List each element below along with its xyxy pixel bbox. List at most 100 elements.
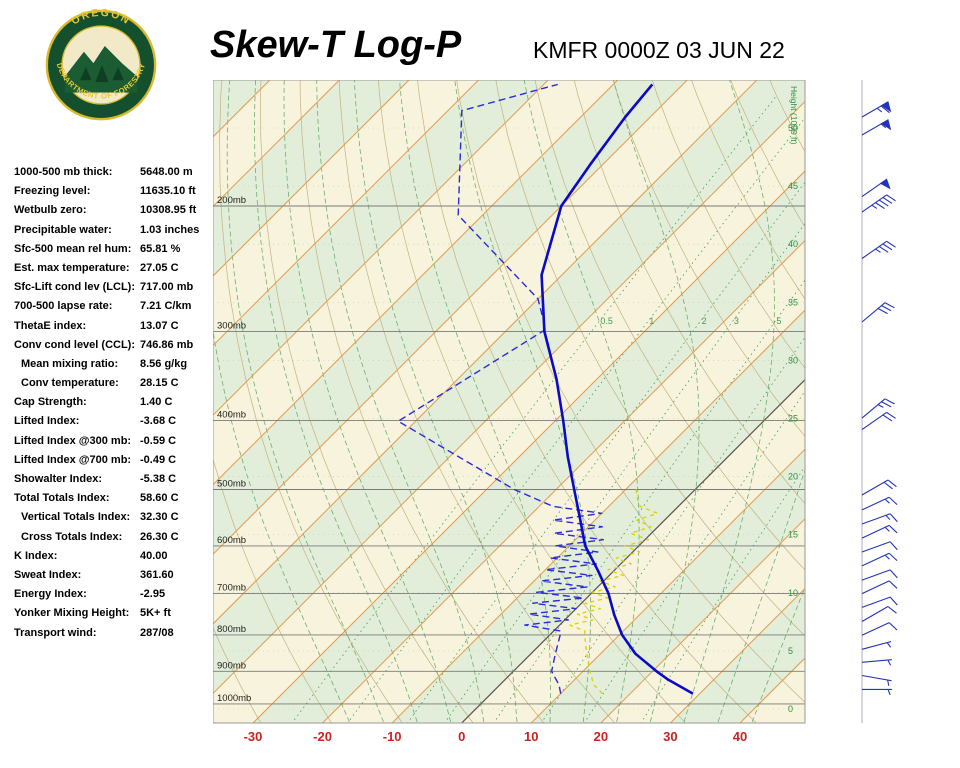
stat-value: 13.07 C <box>140 319 179 332</box>
stat-label: Lifted Index: <box>14 415 80 428</box>
svg-text:-30: -30 <box>244 729 263 744</box>
wind-barb <box>861 101 892 118</box>
sounding-stats-panel: 1000-500 mb thick: 5648.00 m Freezing leve… <box>14 166 214 646</box>
stat-row: Total Totals Index: 58.60 C <box>14 492 214 511</box>
station-datetime-label: KMFR 0000Z 03 JUN 22 <box>533 37 785 63</box>
pressure-labels: 200mb 300mb 400mb 500mb 600mb 700mb 800mb 900mb… <box>217 195 251 704</box>
logo-tree-icon <box>95 65 109 83</box>
svg-text:2: 2 <box>702 316 707 326</box>
stat-value: -0.49 C <box>140 453 177 466</box>
stat-value: 27.05 C <box>140 261 179 274</box>
wind-barb <box>861 524 898 539</box>
stat-value: -3.68 C <box>140 415 177 428</box>
stat-row: 1000-500 mb thick: 5648.00 m <box>14 166 214 185</box>
stat-label: Yonker Mixing Height: <box>14 607 130 620</box>
stat-value: 5K+ ft <box>140 607 171 620</box>
page-title: Skew-T Log-P <box>210 24 462 66</box>
svg-text:0.5: 0.5 <box>600 316 613 326</box>
wind-barb <box>861 569 898 581</box>
stat-row: Freezing level: 11635.10 ft <box>14 185 214 204</box>
stat-label: 1000-500 mb thick: <box>14 166 113 178</box>
wind-barb <box>861 580 898 595</box>
stat-value: 32.30 C <box>140 511 179 524</box>
wind-barb <box>861 541 898 553</box>
chart-border <box>213 80 806 724</box>
stat-value: -0.59 C <box>140 434 177 447</box>
stat-row: Conv temperature: 28.15 C <box>14 377 214 396</box>
stat-value: 1.40 C <box>140 396 173 409</box>
stat-row: Transport wind: 287/08 <box>14 627 214 646</box>
stat-value: 11635.10 ft <box>140 185 196 198</box>
dry-adiabats <box>213 80 805 723</box>
wind-barb <box>861 674 892 686</box>
svg-text:800mb: 800mb <box>217 624 246 635</box>
stat-label: Lifted Index @700 mb: <box>14 453 132 466</box>
mixing-ratio-lines <box>291 95 805 723</box>
svg-text:20: 20 <box>594 729 608 744</box>
stat-row: Yonker Mixing Height: 5K+ ft <box>14 607 214 626</box>
wind-barb <box>861 240 896 259</box>
logo-mountains <box>64 46 138 77</box>
svg-text:0: 0 <box>788 704 793 714</box>
svg-text:-20: -20 <box>313 729 332 744</box>
isotherms <box>213 80 805 723</box>
stat-label: Sfc-500 mean rel hum: <box>14 242 132 255</box>
stat-label: Vertical Totals Index: <box>21 511 131 524</box>
stat-label: Transport wind: <box>14 626 97 639</box>
stat-row: Sweat Index: 361.60 <box>14 569 214 588</box>
stat-value: 287/08 <box>140 626 174 639</box>
stat-row: K Index: 40.00 <box>14 550 214 569</box>
moist-adiabats <box>213 80 805 723</box>
stat-row: Vertical Totals Index: 32.30 C <box>14 511 214 530</box>
stat-label: Energy Index: <box>14 588 87 601</box>
svg-text:3: 3 <box>734 316 739 326</box>
wind-barb <box>861 606 897 622</box>
stat-value: 8.56 g/kg <box>140 357 188 370</box>
svg-text:25: 25 <box>788 414 798 424</box>
dewpoint-profile-line <box>397 83 604 694</box>
svg-text:15: 15 <box>788 530 798 540</box>
stat-label: Freezing level: <box>14 185 91 198</box>
svg-text:600mb: 600mb <box>217 535 246 546</box>
stat-row: Cross Totals Index: 26.30 C <box>14 531 214 550</box>
stat-row: Lifted Index @300 mb: -0.59 C <box>14 435 214 454</box>
stat-label: Cross Totals Index: <box>21 530 123 543</box>
svg-text:10: 10 <box>788 588 798 598</box>
wind-barb <box>861 659 892 666</box>
svg-text:500mb: 500mb <box>217 479 246 490</box>
stat-row: Lifted Index @700 mb: -0.49 C <box>14 454 214 473</box>
plot-area: 0.5 1 2 3 5 <box>213 80 805 723</box>
stat-value: -5.38 C <box>140 473 177 485</box>
stat-row: Mean mixing ratio: 8.56 g/kg <box>14 358 214 377</box>
stat-label: Showalter Index: <box>14 473 103 485</box>
stat-row: ThetaE index: 13.07 C <box>14 320 214 339</box>
wind-barb <box>861 194 896 213</box>
svg-text:40: 40 <box>733 729 747 744</box>
wind-barb <box>861 411 896 431</box>
wind-barb <box>861 513 898 525</box>
logo-tree-icon <box>80 66 92 81</box>
stat-label: K Index: <box>14 549 58 562</box>
stat-value: 65.81 % <box>140 242 181 255</box>
stat-value: 361.60 <box>140 568 174 581</box>
svg-text:1: 1 <box>649 316 654 326</box>
stat-row: Cap Strength: 1.40 C <box>14 396 214 415</box>
stat-label: Sweat Index: <box>14 568 82 581</box>
wind-barb <box>862 688 892 696</box>
svg-text:20: 20 <box>788 472 798 482</box>
stat-value: 717.00 mb <box>140 281 194 294</box>
svg-text:0: 0 <box>458 729 465 744</box>
stat-value: 26.30 C <box>140 530 179 543</box>
svg-text:35: 35 <box>788 297 798 307</box>
svg-text:900mb: 900mb <box>217 660 246 671</box>
stat-row: Sfc-500 mean rel hum: 65.81 % <box>14 243 214 262</box>
stat-label: Wetbulb zero: <box>14 204 87 217</box>
svg-text:300mb: 300mb <box>217 320 246 331</box>
wind-barb <box>861 552 898 567</box>
wind-barb <box>861 622 898 636</box>
stat-value: 1.03 inches <box>140 223 200 236</box>
svg-text:10: 10 <box>524 729 538 744</box>
stat-label: 700-500 lapse rate: <box>14 300 113 313</box>
